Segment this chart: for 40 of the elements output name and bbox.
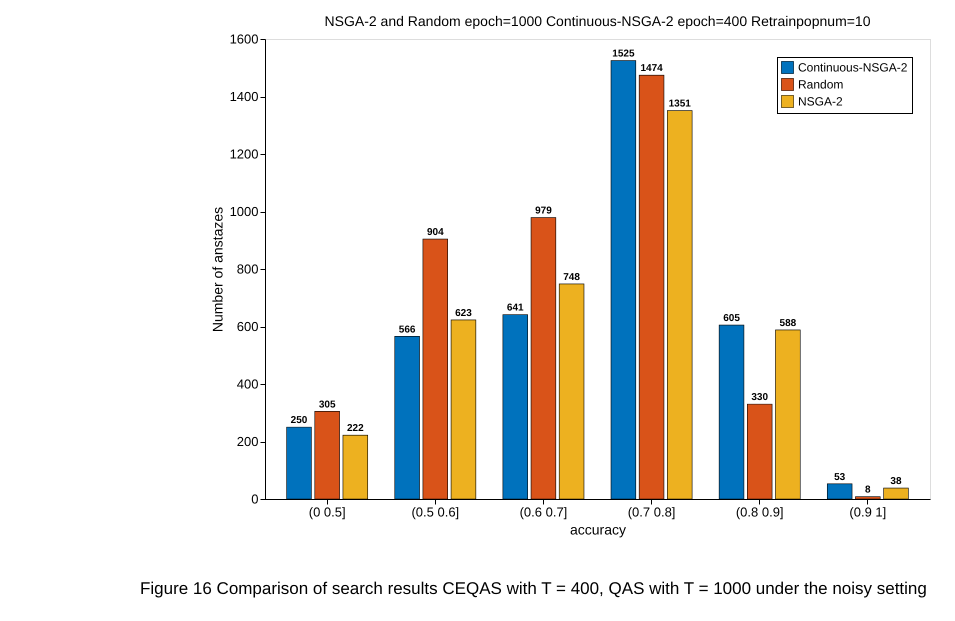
data-label: 748 [563, 272, 580, 283]
chart-title: NSGA-2 and Random epoch=1000 Continuous-NSGA-2 epoch=400 Retrainpopnum=10 [324, 13, 871, 29]
y-tick-label: 400 [236, 376, 258, 392]
data-label: 641 [506, 302, 524, 314]
x-tick-label: (0.7 0.8] [628, 504, 676, 520]
data-label: 1474 [640, 63, 664, 74]
data-label: 222 [346, 423, 364, 434]
data-label: 53 [834, 472, 846, 483]
y-tick-label: 1000 [230, 204, 258, 219]
data-label: 250 [290, 415, 308, 426]
caption: Figure 16 Comparison of search results CEQAS with T = 400, QAS with T = 1000 under the noisy setting [140, 579, 927, 598]
data-label: 330 [751, 392, 768, 404]
x-tick-label: (0.8 0.9] [736, 504, 784, 520]
y-tick-label: 1600 [230, 32, 258, 46]
data-label: 904 [426, 227, 444, 238]
y-tick-label: 1400 [230, 89, 258, 104]
data-label: 305 [318, 399, 336, 410]
data-label: 38 [890, 476, 902, 488]
x-tick-label: (0.9 1] [849, 504, 886, 520]
data-label: 1525 [612, 48, 635, 60]
data-label: 588 [780, 318, 797, 329]
legend-label: Continuous-NSGA-2 [798, 60, 908, 74]
y-tick-label: 0 [251, 492, 258, 506]
y-tick-label: 800 [236, 262, 258, 276]
data-label: 8 [865, 484, 872, 496]
data-label: 979 [535, 206, 552, 217]
x-tick-label: (0 0.5] [308, 504, 346, 520]
y-axis-title: Number of anstazes [210, 206, 226, 332]
x-axis-title: accuracy [570, 522, 626, 538]
data-label: 623 [455, 308, 472, 319]
y-tick-label: 200 [236, 434, 258, 449]
x-tick-label: (0.6 0.7] [520, 504, 568, 520]
y-tick-label: 600 [236, 319, 258, 334]
data-label: 1351 [668, 98, 692, 110]
legend-label: Random [798, 78, 844, 92]
x-tick-label: (0.5 0.6] [411, 504, 460, 520]
data-label: 605 [723, 313, 740, 324]
data-label: 566 [398, 324, 416, 336]
legend-label: NSGA-2 [798, 94, 844, 108]
y-tick-label: 1200 [230, 146, 258, 162]
